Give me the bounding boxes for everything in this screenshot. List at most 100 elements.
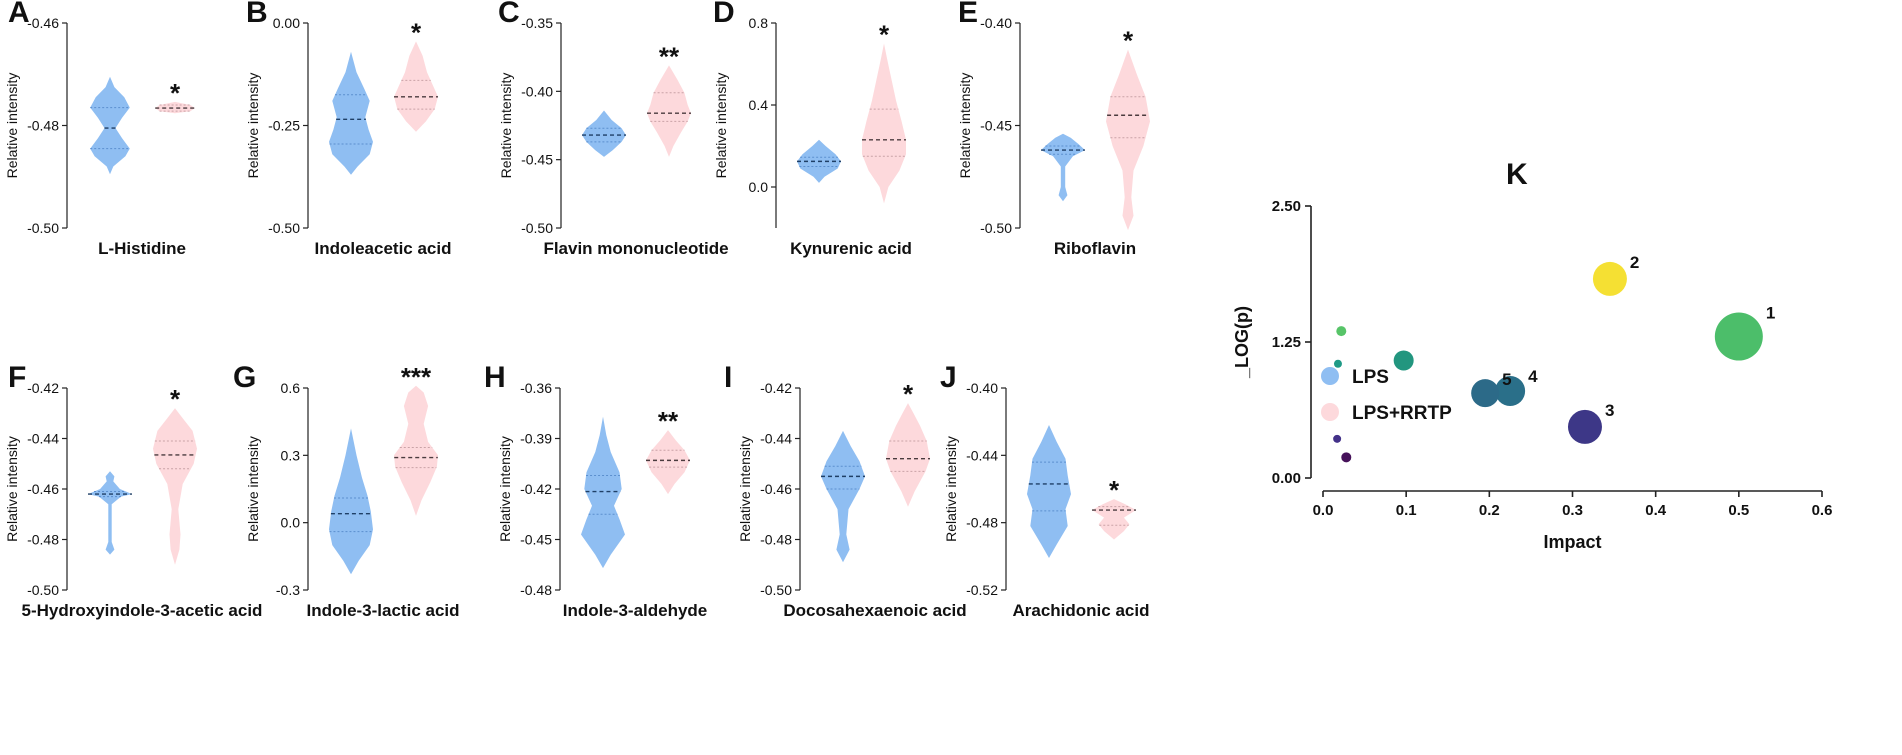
bubble-point-2	[1592, 261, 1627, 296]
y-tick-label: -0.44	[760, 431, 792, 447]
panel-letter: K	[1506, 158, 1528, 191]
panel-a: A-0.46 -0.48 -0.50 Relative intensity * L-His…	[4, 0, 195, 258]
violin-lps	[329, 428, 373, 575]
y-tick-label: -0.42	[27, 380, 59, 396]
y-tick-label: 1.25	[1272, 334, 1301, 351]
significance-marker: *	[170, 78, 181, 108]
significance-marker: **	[659, 41, 680, 71]
bubble-label: 3	[1605, 401, 1614, 420]
violin-lps-rrtp	[1092, 499, 1136, 540]
metabolite-name: Arachidonic acid	[1013, 601, 1150, 620]
legend-label-lps: LPS	[1352, 367, 1389, 388]
metabolite-name: Docosahexaenoic acid	[783, 601, 966, 620]
legend: LPS LPS+RRTP	[1321, 367, 1452, 424]
y-tick-label: -0.42	[520, 481, 552, 497]
panel-j: J -0.40 -0.44 -0.48 -0.52 Relative intensity *…	[940, 361, 1149, 620]
violin-lps	[329, 51, 373, 175]
metabolite-name: Flavin mononucleotide	[543, 239, 728, 258]
y-tick-label: -0.48	[27, 532, 59, 548]
y-tick-label: 0.00	[1272, 470, 1301, 487]
y-tick-label: -0.50	[521, 220, 553, 236]
y-tick-label: 0.0	[281, 515, 301, 531]
panel-letter: B	[246, 0, 268, 29]
y-tick-label: 0.4	[749, 97, 769, 113]
violin-lps	[1027, 425, 1071, 558]
metabolite-name: Indole-3-lactic acid	[306, 601, 459, 620]
panel-letter: H	[484, 361, 506, 394]
panel-f: F -0.42 -0.44 -0.46 -0.48 -0.50 Relative inten…	[4, 361, 262, 620]
x-tick-label: 0.1	[1396, 502, 1417, 519]
y-tick-label: -0.42	[760, 380, 792, 396]
y-axis-label: Relative intensity	[245, 436, 261, 542]
violin-lps-rrtp	[394, 41, 438, 132]
panel-letter: F	[8, 361, 26, 394]
x-tick-label: 0.6	[1812, 502, 1833, 519]
significance-marker: **	[658, 406, 679, 436]
y-tick-label: 0.00	[273, 15, 300, 31]
metabolite-name: Riboflavin	[1054, 239, 1136, 258]
x-tick-label: 0.0	[1313, 502, 1334, 519]
panel-letter: A	[8, 0, 30, 29]
y-tick-label: -0.46	[760, 481, 792, 497]
y-tick-label: -0.3	[276, 582, 300, 598]
violin-lps-rrtp	[394, 385, 438, 516]
y-axis-label: Relative intensity	[498, 73, 514, 179]
panel-letter: E	[958, 0, 978, 29]
y-tick-label: -0.35	[521, 15, 553, 31]
panel-g: G 0.6 0.3 0.0 -0.3 Relative intensity *** Indol…	[233, 361, 460, 620]
panel-c: C -0.35 -0.40 -0.45 -0.50 Relative intensity *…	[498, 0, 729, 258]
x-tick-label: 0.3	[1562, 502, 1583, 519]
bubble-point	[1333, 434, 1342, 443]
bubble-point-3	[1567, 409, 1602, 444]
bubble-point	[1333, 359, 1342, 368]
bubble-label: 2	[1630, 253, 1639, 272]
y-tick-label: 0.0	[749, 179, 769, 195]
x-tick-label: 0.5	[1728, 502, 1749, 519]
metabolite-name: Kynurenic acid	[790, 239, 912, 258]
y-tick-label: -0.50	[27, 582, 59, 598]
y-tick-label: -0.39	[520, 431, 552, 447]
bubble-label: 5	[1502, 370, 1511, 389]
y-tick-label: -0.44	[27, 431, 59, 447]
y-tick-label: -0.46	[27, 481, 59, 497]
y-tick-label: 2.50	[1272, 198, 1301, 215]
y-tick-label: -0.48	[520, 582, 552, 598]
violin-lps	[90, 76, 130, 175]
y-axis-label: _LOG(p)	[1232, 306, 1252, 379]
significance-marker: *	[1123, 26, 1134, 56]
significance-marker: *	[170, 384, 181, 414]
panel-h: H -0.36 -0.39 -0.42 -0.45 -0.48 Relative inten…	[484, 361, 707, 620]
bubble-point-4	[1495, 375, 1526, 406]
violin-lps	[582, 110, 626, 157]
violin-lps-rrtp	[647, 65, 691, 157]
violin-lps	[821, 430, 865, 563]
pathway-bubble-panel: K 2.50 1.25 0.00 0.0 0.1 0.2 0.3 0.4 0.5 0.6 Impact…	[1232, 158, 1832, 552]
bubble-label: 1	[1766, 304, 1775, 323]
violin-lps-rrtp	[886, 403, 930, 507]
y-tick-label: -0.48	[27, 118, 59, 134]
panel-b: B 0.00 -0.25 -0.50 Relative intensity * Indole…	[245, 0, 452, 258]
x-tick-label: 0.2	[1479, 502, 1500, 519]
bubble-point-1	[1714, 312, 1763, 361]
violin-lps	[581, 416, 625, 569]
y-tick-label: -0.36	[520, 380, 552, 396]
significance-marker: *	[879, 20, 890, 50]
y-tick-label: -0.50	[268, 220, 300, 236]
bubble-label: 4	[1528, 367, 1538, 386]
metabolite-name: 5-Hydroxyindole-3-acetic acid	[22, 601, 263, 620]
bubble-point-5	[1471, 379, 1500, 408]
panel-d: D 0.8 0.4 0.0 Relative intensity * Kynurenic a…	[713, 0, 912, 258]
metabolite-name: L-Histidine	[98, 239, 186, 258]
panel-letter: C	[498, 0, 520, 29]
panel-i: I -0.42 -0.44 -0.46 -0.48 -0.50 Relative inten…	[724, 361, 967, 620]
y-axis-label: Relative intensity	[245, 73, 261, 179]
violin-lps-rrtp	[1106, 49, 1150, 231]
significance-marker: ***	[401, 362, 432, 392]
metabolite-name: Indoleacetic acid	[315, 239, 452, 258]
panel-letter: I	[724, 361, 732, 394]
y-tick-label: -0.50	[980, 220, 1012, 236]
legend-marker-lps	[1321, 367, 1339, 385]
bubble-point	[1336, 326, 1347, 337]
significance-marker: *	[1109, 475, 1120, 505]
violin-lps	[88, 471, 132, 555]
